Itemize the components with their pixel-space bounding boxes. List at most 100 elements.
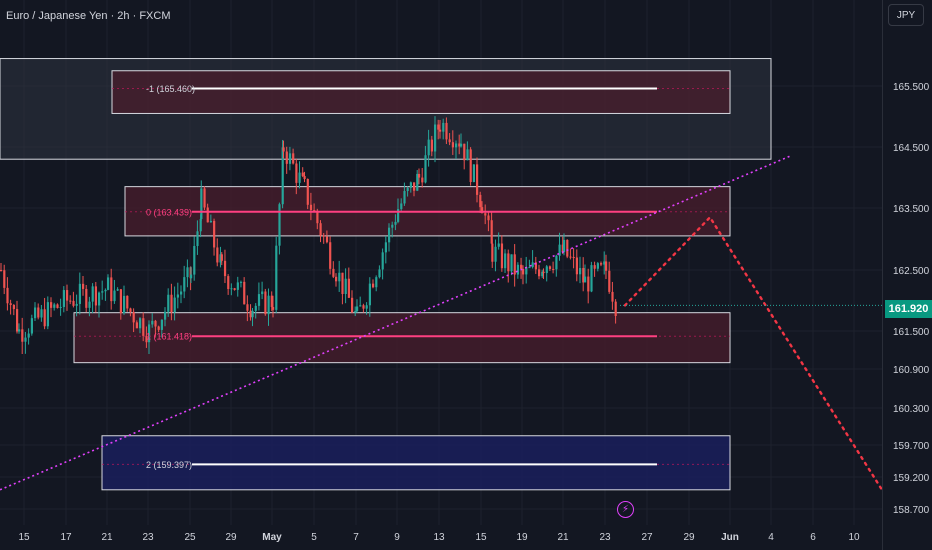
candle-body	[418, 173, 421, 178]
candle-body	[451, 142, 454, 148]
candle-body	[572, 257, 575, 259]
candle-body	[223, 260, 227, 277]
candle-body	[233, 288, 236, 290]
candle-body	[160, 319, 163, 330]
candle-body	[9, 303, 12, 305]
candle-body	[16, 309, 19, 332]
y-tick-label: 160.300	[893, 404, 930, 415]
candle-body	[110, 277, 113, 302]
fib-level-label: 2 (159.397)	[146, 460, 192, 470]
candle-body	[132, 311, 135, 323]
candle-body	[82, 283, 85, 289]
candle-body	[582, 267, 585, 283]
candle-body	[455, 143, 458, 148]
candle-body	[520, 264, 523, 269]
candle-body	[479, 194, 482, 208]
candle-body	[569, 256, 572, 258]
candle-body	[69, 300, 72, 302]
x-tick-label: 10	[848, 532, 860, 543]
y-tick-label: 158.700	[893, 505, 930, 516]
candle-body	[313, 210, 316, 212]
candle-body	[391, 224, 394, 228]
candle-body	[356, 306, 359, 312]
candle-body	[534, 262, 537, 270]
candle-body	[193, 245, 196, 275]
candle-body	[430, 139, 433, 152]
candle-body	[12, 304, 15, 310]
candle-body	[341, 272, 344, 295]
candle-body	[332, 268, 335, 277]
candle-body	[292, 153, 295, 164]
candle-body	[381, 252, 384, 270]
candle-body	[406, 187, 409, 192]
candle-body	[301, 172, 304, 177]
candle-body	[513, 254, 516, 275]
symbol-title[interactable]: Euro / Japanese Yen · 2h · FXCM	[6, 10, 171, 22]
candle-body	[303, 176, 306, 180]
candle-body	[216, 247, 219, 263]
candle-body	[531, 262, 534, 268]
lightning-icon[interactable]: ⚡	[617, 501, 634, 518]
candle-body	[439, 129, 442, 132]
candle-body	[199, 219, 202, 232]
candle-body	[354, 311, 357, 313]
candle-body	[186, 267, 189, 278]
candle-body	[437, 124, 440, 130]
candle-body	[400, 203, 403, 210]
candle-body	[206, 207, 209, 223]
candle-body	[261, 291, 264, 295]
candle-body	[213, 220, 216, 248]
candle-body	[295, 163, 298, 183]
candle-body	[227, 276, 230, 290]
candle-body	[593, 265, 596, 269]
candle-body	[43, 309, 46, 327]
x-tick-label: Jun	[721, 532, 739, 543]
candle-body	[190, 274, 193, 279]
candle-body	[566, 239, 569, 257]
y-tick-label: 160.900	[893, 365, 930, 376]
candle-body	[98, 292, 101, 306]
candle-body	[236, 282, 239, 290]
candle-body	[104, 289, 107, 292]
candle-body	[85, 288, 88, 308]
candle-body	[466, 149, 469, 161]
candle-body	[91, 286, 94, 302]
candle-body	[494, 246, 497, 262]
candle-body	[272, 307, 275, 310]
candle-body	[608, 270, 611, 292]
candle-body	[183, 277, 186, 292]
candle-body	[510, 254, 513, 272]
candle-body	[590, 265, 593, 292]
candle-body	[542, 271, 545, 274]
candle-body	[154, 320, 157, 327]
candle-body	[288, 153, 292, 164]
candle-body	[344, 278, 347, 295]
zone-labels: -1 (165.460) 0 (163.439) 1 (161.418) 2 (159…	[146, 84, 195, 470]
candle-body	[88, 301, 91, 308]
candle-body	[116, 289, 119, 291]
candle-body	[413, 182, 416, 191]
candle-body	[37, 307, 40, 318]
candle-body	[575, 257, 578, 275]
candle-body	[335, 276, 338, 282]
candle-body	[135, 322, 138, 329]
candle-body	[548, 266, 552, 269]
currency-button[interactable]: JPY	[888, 4, 924, 26]
candle-body	[164, 311, 167, 320]
candle-body	[584, 276, 587, 283]
candle-body	[151, 320, 154, 325]
candle-body	[0, 270, 3, 271]
candle-body	[21, 329, 24, 342]
candle-body	[251, 310, 254, 318]
x-tick-label: 9	[394, 532, 400, 543]
candle-body	[528, 267, 531, 269]
candle-body	[270, 295, 273, 308]
axes: 165.500 164.500 163.500 162.500 161.500 160.9…	[18, 82, 929, 543]
fib-2-zone	[101, 435, 731, 491]
candle-body	[359, 305, 362, 307]
x-tick-label: 17	[60, 532, 72, 543]
candle-body	[239, 281, 243, 283]
candle-body	[469, 149, 472, 183]
candle-body	[78, 283, 81, 304]
